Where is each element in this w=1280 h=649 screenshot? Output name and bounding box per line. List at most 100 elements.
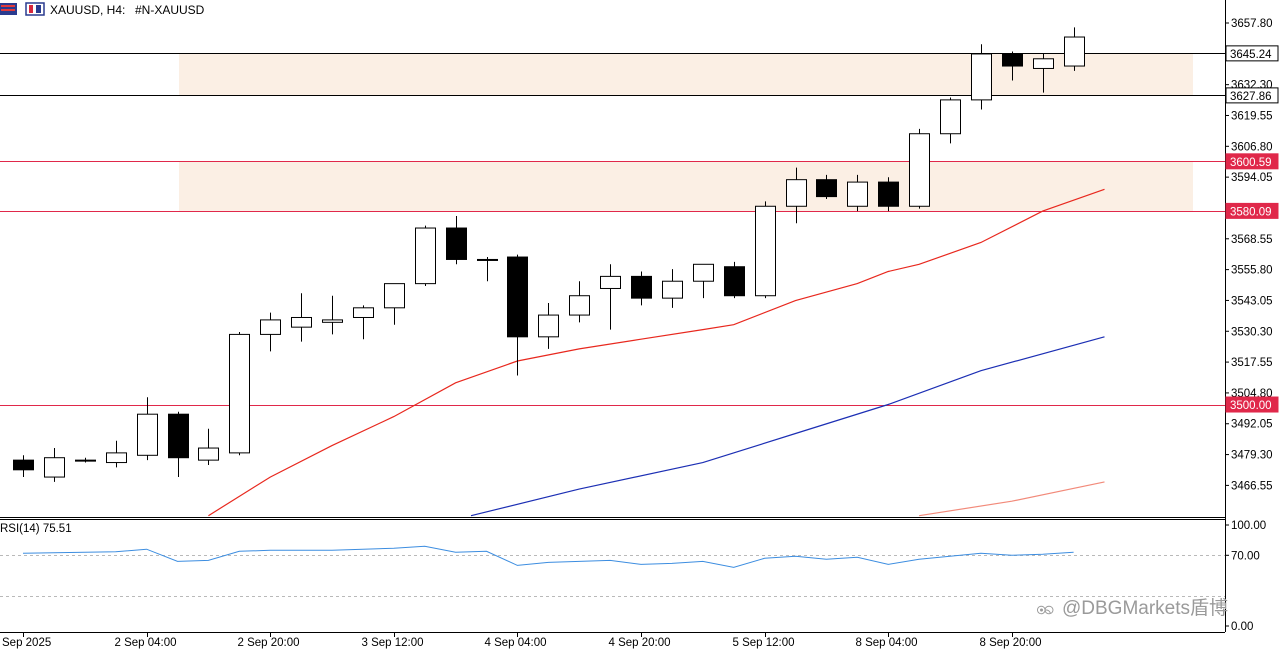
price-tag-box [1225,87,1279,104]
price-tag-label: 3627.86 [1230,91,1272,103]
candle-body [198,447,219,461]
time-tick-label: 8 Sep 20:00 [980,637,1042,649]
price-tick-label: 3606.80 [1231,141,1273,153]
rsi-axis: 100.00 70.00 0.00 [1225,520,1266,633]
price-tick-label: 3568.55 [1231,234,1273,246]
bear-candle [816,174,837,200]
candle-body [13,459,34,471]
candle-body [1064,36,1085,67]
weibo-icon: ꩩ [1036,598,1054,619]
price-tick-label: 3594.05 [1231,172,1273,184]
candles [13,27,1085,482]
price-tag: 3580.09 [1225,202,1279,219]
candle-body [168,413,189,459]
candle-body [693,263,714,282]
candle-body [75,459,96,462]
time-tick-label: 5 Sep 12:00 [733,637,795,649]
moving-averages [208,188,1105,517]
candle-body [353,307,374,318]
watermark-text: @DBGMarkets盾博 [1062,597,1228,619]
horizontal-levels[interactable] [0,53,1225,406]
watermark: ꩩ @DBGMarkets盾博 [1036,597,1228,619]
candle-body [477,258,498,261]
price-tag-label: 3580.09 [1230,206,1272,218]
price-tag-box [1225,202,1279,219]
time-tick-label: 8 Sep 04:00 [856,637,918,649]
bear-candle [13,455,34,478]
candle-body [971,53,992,101]
time-axis[interactable]: Sep 2025 2 Sep 04:00 2 Sep 20:00 3 Sep 12:0… [2,632,1042,649]
instrument-icon [25,2,45,16]
price-tick-label: 3555.80 [1231,265,1273,277]
price-axis[interactable]: 3657.803645.053632.303619.553606.803594.… [1225,18,1273,492]
candle-body [291,316,312,328]
bear-candle [446,215,467,265]
price-tag: 3627.86 [1225,87,1279,104]
bull-candle [353,305,374,340]
bull-candle [198,428,219,465]
time-tick-label: 4 Sep 04:00 [485,637,547,649]
chart-header: XAUUSD, H4: #N-XAUUSD [0,2,205,17]
bear-candle [507,254,528,376]
symbol-timeframe: XAUUSD, H4: [50,3,125,17]
time-tick-label: 2 Sep 20:00 [238,637,300,649]
rsi-tick-label: 100.00 [1231,520,1266,532]
supply-zone [179,53,1193,96]
candle-body [909,133,930,207]
bull-candle [229,331,250,456]
candle-body [631,275,652,299]
price-tags: 3645.24 3627.86 3600.59 3580.09 3500.00 [1225,45,1279,413]
price-tag: 3500.00 [1225,396,1279,413]
time-tick-label: 2 Sep 04:00 [115,637,177,649]
rsi-tick-label: 70.00 [1231,550,1260,562]
price-tag-box [1225,396,1279,413]
bear-candle [724,261,745,299]
bull-candle [786,167,807,224]
price-zones [179,53,1193,211]
bull-candle [755,201,776,299]
price-tag-box [1225,45,1279,62]
bull-candle [137,397,158,461]
bull-candle [940,97,961,144]
price-tick-label: 3492.05 [1231,419,1273,431]
candle-body [260,319,281,335]
time-tick-label: Sep 2025 [2,637,51,649]
bull-candle [322,295,343,335]
candle-body [229,333,250,454]
rsi-indicator [22,545,1074,568]
candle-body [878,181,899,207]
candle-body [1002,53,1023,67]
bull-candle [75,457,96,463]
bull-candle [600,264,621,330]
bull-candle [260,312,281,352]
moving-average-line [208,188,1105,517]
price-tag-box [1225,153,1279,170]
candle-body [1033,58,1054,69]
candle-body [724,266,745,297]
rsi-line [22,545,1074,568]
candle-body [538,314,559,338]
bull-candle [662,269,683,308]
price-tag-label: 3500.00 [1230,400,1272,412]
candle-body [507,256,528,338]
price-tick-label: 3479.30 [1231,450,1273,462]
bull-candle [538,302,559,349]
bull-candle [1064,27,1085,71]
price-tag: 3600.59 [1225,153,1279,170]
candle-body [415,227,436,285]
bear-candle [168,411,189,478]
candle-body [446,227,467,260]
candle-body [662,280,683,299]
bull-candle [693,263,714,299]
moving-average-line [470,336,1105,517]
candle-body [384,283,405,309]
moving-average-line [919,481,1105,517]
candle-body [569,295,590,316]
bull-candle [384,283,405,325]
price-tick-label: 3543.05 [1231,295,1273,307]
bull-candle [847,174,868,212]
price-tick-label: 3466.55 [1231,480,1273,492]
bull-candle [44,448,65,482]
